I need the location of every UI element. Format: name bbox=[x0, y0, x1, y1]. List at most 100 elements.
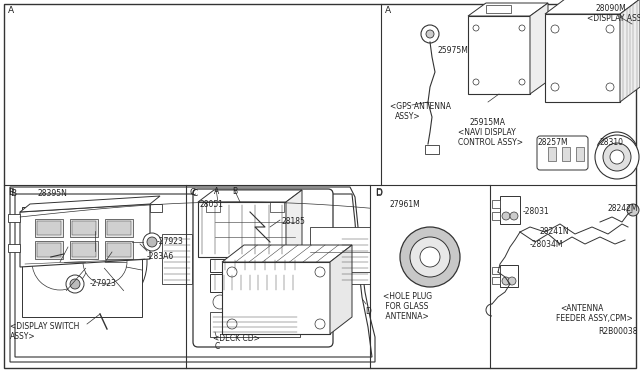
Text: FEEDER ASSY,CPM>: FEEDER ASSY,CPM> bbox=[556, 314, 633, 323]
Bar bbox=[210, 259, 300, 272]
Circle shape bbox=[502, 277, 510, 285]
Text: 28051: 28051 bbox=[200, 200, 224, 209]
Text: C: C bbox=[190, 188, 196, 197]
Bar bbox=[545, 14, 620, 102]
Text: R2B00038: R2B00038 bbox=[598, 327, 637, 336]
Text: 25915MA: 25915MA bbox=[470, 118, 506, 127]
Bar bbox=[310, 227, 370, 272]
Bar bbox=[22, 207, 142, 317]
Polygon shape bbox=[620, 0, 640, 102]
Text: <ANTENNA: <ANTENNA bbox=[560, 304, 604, 313]
Polygon shape bbox=[20, 196, 160, 212]
Text: <DECK CD>: <DECK CD> bbox=[213, 334, 260, 343]
Bar bbox=[107, 243, 131, 257]
Text: D: D bbox=[375, 189, 382, 198]
Polygon shape bbox=[10, 187, 375, 362]
Polygon shape bbox=[545, 0, 640, 14]
Text: C: C bbox=[215, 342, 220, 351]
Circle shape bbox=[147, 237, 157, 247]
Circle shape bbox=[627, 204, 639, 216]
Bar bbox=[210, 312, 300, 337]
Bar bbox=[70, 219, 98, 237]
Circle shape bbox=[84, 251, 106, 273]
Text: A: A bbox=[8, 6, 14, 15]
Circle shape bbox=[606, 83, 614, 91]
Circle shape bbox=[281, 295, 295, 309]
Bar bbox=[492, 212, 500, 220]
Circle shape bbox=[606, 25, 614, 33]
Text: -27923: -27923 bbox=[157, 237, 184, 246]
Circle shape bbox=[400, 227, 460, 287]
Text: 28395N: 28395N bbox=[38, 189, 68, 198]
Circle shape bbox=[595, 135, 639, 179]
Text: A: A bbox=[385, 6, 391, 15]
Bar bbox=[492, 277, 500, 284]
Circle shape bbox=[83, 240, 127, 284]
Text: <HOLE PLUG: <HOLE PLUG bbox=[383, 292, 432, 301]
Text: C: C bbox=[192, 189, 198, 198]
Bar bbox=[500, 265, 518, 287]
Text: <DISPLAY ASSY>: <DISPLAY ASSY> bbox=[587, 14, 640, 23]
Bar bbox=[468, 16, 530, 94]
Text: -28031: -28031 bbox=[523, 207, 550, 216]
Bar bbox=[72, 221, 96, 235]
Bar bbox=[162, 234, 192, 284]
Text: B: B bbox=[10, 189, 16, 198]
Circle shape bbox=[61, 228, 129, 296]
Circle shape bbox=[70, 279, 80, 289]
Text: 28310: 28310 bbox=[600, 138, 624, 147]
Bar bbox=[198, 202, 286, 257]
Text: B: B bbox=[8, 188, 14, 197]
Text: CONTROL ASSY>: CONTROL ASSY> bbox=[458, 138, 523, 147]
Bar bbox=[340, 234, 370, 284]
Polygon shape bbox=[198, 190, 302, 202]
Bar bbox=[492, 267, 500, 274]
Text: 27961M: 27961M bbox=[390, 200, 420, 209]
Circle shape bbox=[551, 25, 559, 33]
Circle shape bbox=[315, 319, 325, 329]
Bar bbox=[210, 202, 300, 257]
Text: ASSY>: ASSY> bbox=[395, 112, 420, 121]
Bar bbox=[105, 241, 133, 259]
Bar bbox=[500, 196, 520, 224]
Polygon shape bbox=[20, 204, 150, 267]
Text: ANTENNA>: ANTENNA> bbox=[383, 312, 429, 321]
Bar bbox=[562, 147, 570, 161]
Polygon shape bbox=[222, 245, 352, 262]
Circle shape bbox=[510, 212, 518, 220]
Text: 28185: 28185 bbox=[282, 217, 306, 226]
Text: D: D bbox=[375, 188, 382, 197]
Circle shape bbox=[551, 83, 559, 91]
Text: A: A bbox=[214, 187, 220, 196]
Circle shape bbox=[81, 247, 109, 276]
Bar bbox=[222, 262, 330, 334]
Circle shape bbox=[66, 275, 84, 293]
Text: 28241N: 28241N bbox=[540, 227, 570, 236]
Circle shape bbox=[227, 319, 237, 329]
Bar bbox=[35, 219, 63, 237]
Bar bbox=[210, 274, 300, 292]
Bar bbox=[72, 243, 96, 257]
Circle shape bbox=[315, 267, 325, 277]
Bar bbox=[548, 147, 556, 161]
Circle shape bbox=[410, 237, 450, 277]
Circle shape bbox=[421, 25, 439, 43]
Circle shape bbox=[519, 25, 525, 31]
Text: -27923: -27923 bbox=[90, 279, 117, 288]
Bar bbox=[8, 244, 20, 252]
Circle shape bbox=[213, 295, 227, 309]
Circle shape bbox=[473, 79, 479, 85]
Circle shape bbox=[32, 234, 88, 290]
Bar bbox=[70, 241, 98, 259]
Text: B: B bbox=[232, 187, 237, 196]
Circle shape bbox=[227, 267, 237, 277]
Circle shape bbox=[610, 150, 624, 164]
Bar bbox=[576, 147, 584, 161]
Text: 28090M: 28090M bbox=[595, 4, 626, 13]
Circle shape bbox=[143, 233, 161, 251]
Bar bbox=[35, 241, 63, 259]
Text: ASSY>: ASSY> bbox=[10, 332, 36, 341]
Circle shape bbox=[473, 25, 479, 31]
Circle shape bbox=[508, 277, 516, 285]
Circle shape bbox=[230, 295, 244, 309]
